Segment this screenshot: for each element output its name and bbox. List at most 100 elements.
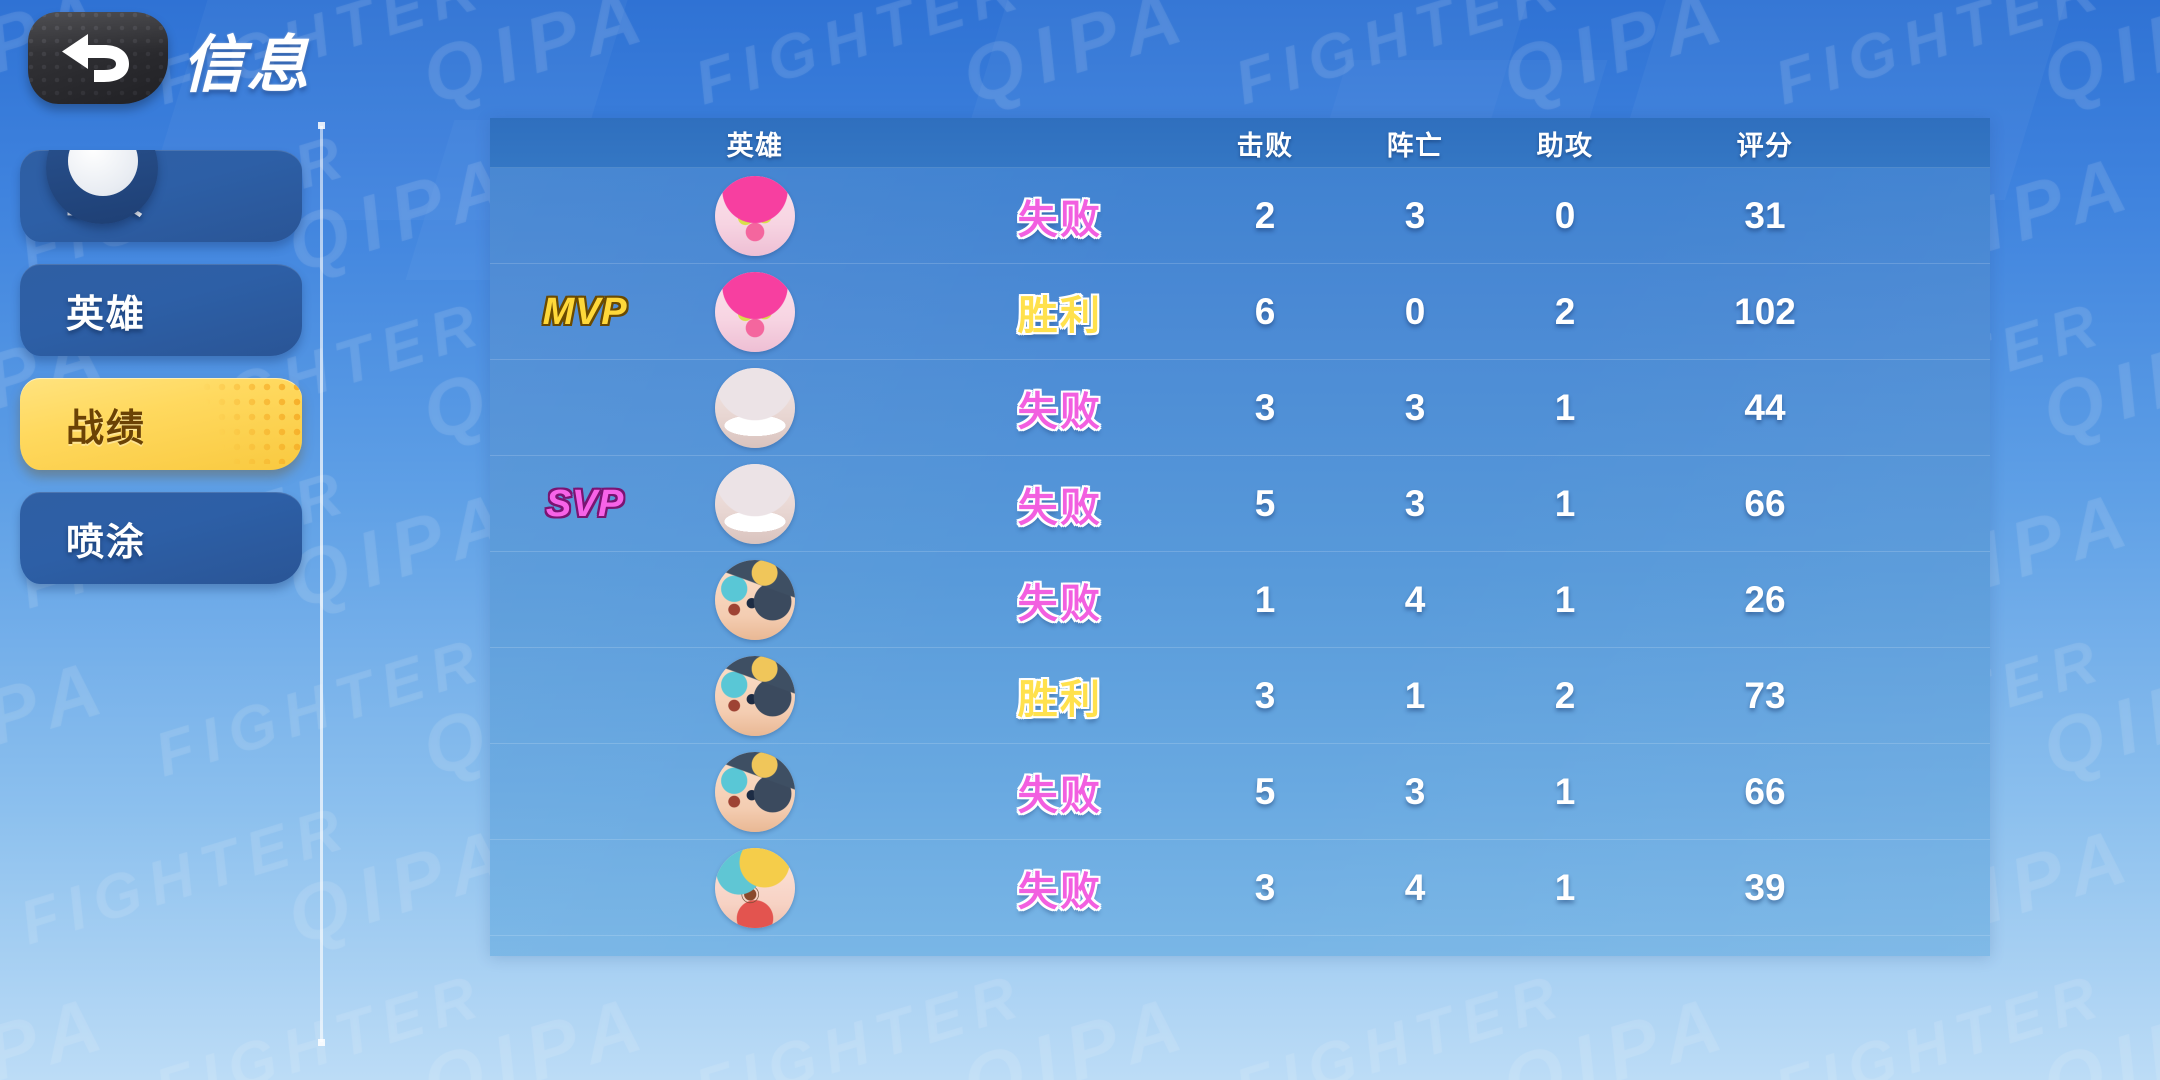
column-header-score: 评分 [1736,130,1794,161]
watermark-text: QIPA [1492,976,1743,1080]
cell-hero[interactable] [680,848,830,928]
page-title: 信息 [182,31,311,100]
table-row[interactable]: 失败 3 4 1 39 [490,840,1990,936]
cell-assists: 2 [1554,675,1576,716]
back-button[interactable] [28,12,168,104]
result-defeat-label: 失败 [1017,774,1103,818]
column-header-hero: 英雄 [726,130,784,161]
cell-kills: 3 [1254,387,1276,428]
hero-goggles-avatar [715,560,795,640]
cell-assists: 1 [1554,579,1576,620]
cell-deaths: 4 [1404,867,1426,908]
cell-kills: 5 [1254,483,1276,524]
avatar-face-art [715,272,795,352]
cell-score: 102 [1734,291,1796,332]
cell-result: 失败 [930,859,1190,917]
table-row[interactable]: 失败 2 3 0 31 [490,168,1990,264]
result-defeat-label: 失败 [1017,486,1103,530]
cell-result: 失败 [930,571,1190,629]
cell-hero[interactable] [680,272,830,352]
watermark-text: QIPA [0,976,123,1080]
cell-deaths: 3 [1404,195,1426,236]
match-history-panel: 英雄 击败 阵亡 助攻 评分 失败 2 3 0 31 MVP 胜利 6 0 2 102 失败 3 3 1 44… [490,118,1990,956]
table-row[interactable]: 失败 3 3 1 44 [490,360,1990,456]
cell-assists: 1 [1554,771,1576,812]
table-row[interactable]: 失败 1 4 1 26 [490,552,1990,648]
cell-kills: 3 [1254,675,1276,716]
table-row[interactable]: 胜利 3 1 2 73 [490,648,1990,744]
hero-pink-avatar [715,272,795,352]
cell-result: 失败 [930,475,1190,533]
cell-result: 失败 [930,187,1190,245]
cell-deaths: 0 [1404,291,1426,332]
cell-score: 66 [1744,771,1786,812]
result-defeat-label: 失败 [1017,390,1103,434]
result-defeat-label: 失败 [1017,870,1103,914]
sidebar-item-label: 英雄 [66,293,146,336]
hero-pink-avatar [715,176,795,256]
watermark-text: FIGHTER [12,792,360,959]
sidebar-item-home[interactable]: 主页 [20,150,302,242]
svp-badge: SVP [545,482,625,525]
watermark-text: FIGHTER [1227,960,1575,1080]
table-row[interactable]: MVP 胜利 6 0 2 102 [490,264,1990,360]
cell-deaths: 4 [1404,579,1426,620]
cell-assists: 2 [1554,291,1576,332]
result-victory-label: 胜利 [1017,678,1103,722]
hero-glasses-avatar [715,848,795,928]
cell-badge: MVP [490,291,680,334]
cell-hero[interactable] [680,368,830,448]
watermark-text: QIPA [2032,304,2160,458]
cell-kills: 2 [1254,195,1276,236]
top-bar: 信息 [0,0,2160,140]
cell-kills: 1 [1254,579,1276,620]
avatar-face-art [715,368,795,448]
avatar-face-art [715,848,795,928]
cell-assists: 1 [1554,483,1576,524]
result-defeat-label: 失败 [1017,198,1103,242]
sidebar-item-heroes[interactable]: 英雄 [20,264,302,356]
watermark-text: QIPA [2032,976,2160,1080]
back-arrow-icon [62,34,129,82]
table-row[interactable]: SVP 失败 5 3 1 66 [490,456,1990,552]
sidebar-item-spray[interactable]: 喷涂 [20,492,302,584]
table-body: 失败 2 3 0 31 MVP 胜利 6 0 2 102 失败 3 3 1 44 SVP 失败 5 3 1 66 失败 1 4 1… [490,168,1990,936]
cell-score: 73 [1744,675,1786,716]
vertical-divider [318,122,325,1046]
sidebar-item-records[interactable]: 战绩 [20,378,302,470]
cell-score: 31 [1744,195,1786,236]
cell-hero[interactable] [680,656,830,736]
cell-deaths: 3 [1404,483,1426,524]
result-defeat-label: 失败 [1017,582,1103,626]
cell-deaths: 3 [1404,387,1426,428]
cell-score: 39 [1744,867,1786,908]
result-victory-label: 胜利 [1017,294,1103,338]
cell-assists: 1 [1554,867,1576,908]
cell-result: 胜利 [930,667,1190,725]
avatar-face-art [715,464,795,544]
sidebar-item-label: 喷涂 [66,521,146,564]
cell-hero[interactable] [680,464,830,544]
cell-hero[interactable] [680,560,830,640]
mvp-badge: MVP [542,290,628,333]
cell-score: 26 [1744,579,1786,620]
cell-result: 失败 [930,763,1190,821]
column-header-assists: 助攻 [1536,130,1594,161]
watermark-text: QIPA [412,976,663,1080]
avatar-face-art [715,560,795,640]
table-header-row: 英雄 击败 阵亡 助攻 评分 [490,118,1990,168]
avatar-face-art [715,656,795,736]
column-header-kills: 击败 [1236,130,1294,161]
cell-kills: 3 [1254,867,1276,908]
watermark-text: QIPA [0,640,123,794]
sidebar-nav: 主页 英雄 战绩 喷涂 [20,150,310,606]
watermark-text: FIGHTER [1767,960,2115,1080]
hero-white-avatar [715,368,795,448]
cell-deaths: 3 [1404,771,1426,812]
cell-deaths: 1 [1404,675,1426,716]
hero-white-avatar [715,464,795,544]
cell-kills: 5 [1254,771,1276,812]
cell-hero[interactable] [680,752,830,832]
cell-hero[interactable] [680,176,830,256]
table-row[interactable]: 失败 5 3 1 66 [490,744,1990,840]
